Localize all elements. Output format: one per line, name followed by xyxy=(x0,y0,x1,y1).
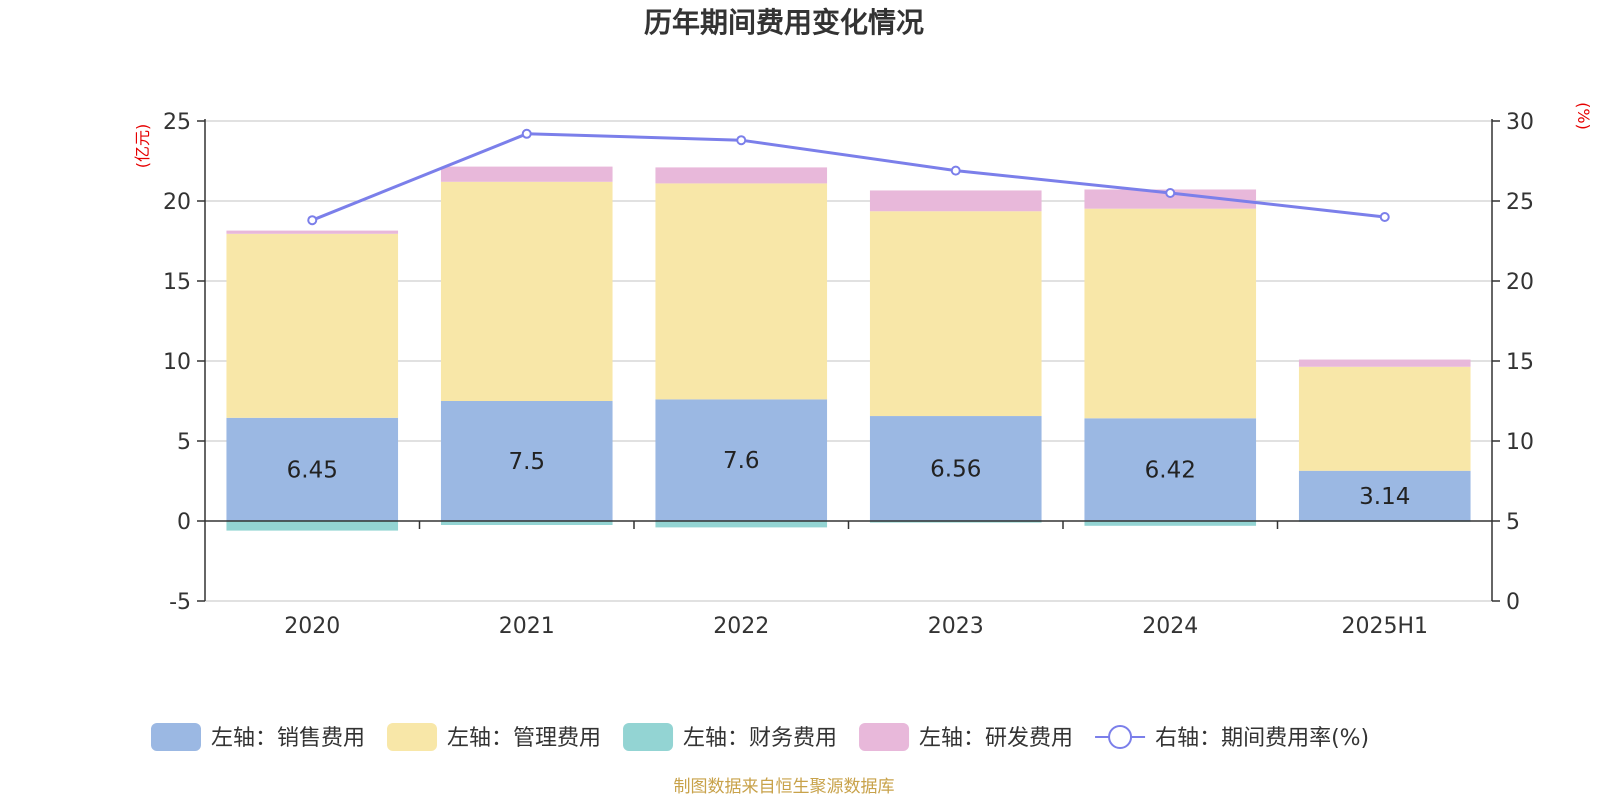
right-axis-tick-label: 30 xyxy=(1506,110,1534,135)
bar-2021 xyxy=(440,521,613,525)
legend-label: 左轴：管理费用 xyxy=(447,726,601,751)
chart-title: 历年期间费用变化情况 xyxy=(644,6,924,39)
bar-2024 xyxy=(1084,418,1257,521)
rate-line xyxy=(311,132,1385,222)
line-marks xyxy=(307,128,1390,226)
bar-2024 xyxy=(1084,208,1257,419)
rate-point xyxy=(736,135,747,146)
category-label: 2023 xyxy=(928,614,984,639)
bar-2022 xyxy=(655,521,828,528)
bar-2025H1 xyxy=(1298,366,1471,471)
category-label: 2024 xyxy=(1142,614,1198,639)
bar-data-label: 6.42 xyxy=(1145,458,1196,484)
legend-marker xyxy=(1108,725,1133,749)
legend-swatch xyxy=(151,723,201,751)
category-label: 2021 xyxy=(499,614,555,639)
rate-point xyxy=(521,128,532,139)
bar-data-label: 6.56 xyxy=(930,457,981,483)
bar-2022 xyxy=(655,183,828,400)
left-axis-tick-label: 20 xyxy=(163,190,191,215)
bar-data-label: 6.45 xyxy=(287,457,338,483)
left-axis-tick-label: 5 xyxy=(177,430,191,455)
bar-data-label: 7.5 xyxy=(508,449,545,475)
bar-2020 xyxy=(226,230,399,234)
bar-data-label: 7.6 xyxy=(723,448,760,474)
bar-2022 xyxy=(655,167,828,184)
bar-2025H1 xyxy=(1298,470,1471,521)
legend: 左轴：销售费用 左轴：管理费用 左轴：财务费用 左轴：研发费用 右轴：期间费用率(%) xyxy=(151,723,1369,751)
bar-2020 xyxy=(226,233,399,418)
right-axis-unit: (%) xyxy=(1574,102,1593,130)
data-labels: 6.45 7.5 7.6 6.56 6.42 3.14 xyxy=(287,448,1411,510)
bar-2020 xyxy=(226,417,399,521)
rate-point xyxy=(1165,188,1176,198)
category-label: 2020 xyxy=(284,614,340,639)
right-axis-tick-label: 20 xyxy=(1506,270,1534,295)
bar-data-label: 3.14 xyxy=(1359,484,1410,510)
bar-2023 xyxy=(869,190,1042,212)
category-label: 2025H1 xyxy=(1341,614,1428,639)
bar-2021 xyxy=(440,401,613,521)
bar-marks xyxy=(226,166,1471,531)
right-axis-tick-label: 15 xyxy=(1506,350,1534,375)
bar-2023 xyxy=(869,416,1042,521)
left-axis-tick-label: 15 xyxy=(163,270,191,295)
bar-2022 xyxy=(655,399,828,521)
legend-label: 左轴：研发费用 xyxy=(919,726,1073,751)
source-note: 制图数据来自恒生聚源数据库 xyxy=(674,777,895,797)
left-axis-tick-label: 0 xyxy=(177,510,191,535)
bar-2021 xyxy=(440,181,613,401)
bar-2025H1 xyxy=(1298,359,1471,367)
left-axis-unit: (亿元) xyxy=(133,124,152,169)
rate-point xyxy=(950,165,961,176)
grid-lines xyxy=(205,120,1492,602)
right-axis-tick-label: 10 xyxy=(1506,430,1534,455)
right-axis-tick-label: 25 xyxy=(1506,190,1534,215)
left-axis-tick-label: 10 xyxy=(163,350,191,375)
bar-2023 xyxy=(869,211,1042,417)
bar-2020 xyxy=(226,521,399,531)
right-axis-tick-label: 5 xyxy=(1506,510,1520,535)
legend-swatch xyxy=(623,723,674,751)
legend-swatch xyxy=(387,723,438,751)
legend-label: 右轴：期间费用率(%) xyxy=(1155,726,1369,751)
legend-label: 左轴：销售费用 xyxy=(211,726,365,751)
axes: -5 0 5 10 15 20 25 0 5 10 15 20 25 30 2020 2021 2022 2023… xyxy=(163,110,1534,639)
left-axis-tick-label: 25 xyxy=(163,110,191,135)
legend-swatch xyxy=(859,723,910,751)
bar-2021 xyxy=(440,166,613,182)
legend-label: 左轴：财务费用 xyxy=(683,726,837,751)
left-axis-tick-label: -5 xyxy=(169,590,191,615)
right-axis-tick-label: 0 xyxy=(1506,590,1520,615)
category-label: 2022 xyxy=(713,614,769,639)
rate-point xyxy=(1379,212,1390,222)
bar-2024 xyxy=(1084,189,1257,209)
bar-2024 xyxy=(1084,521,1257,526)
rate-point xyxy=(307,215,318,226)
bar-2023 xyxy=(869,521,1042,523)
